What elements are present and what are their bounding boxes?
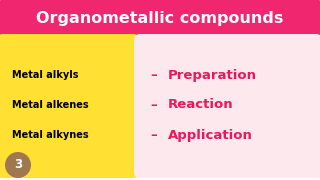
Text: Application: Application: [168, 129, 253, 141]
FancyBboxPatch shape: [134, 34, 320, 178]
Text: Metal alkenes: Metal alkenes: [12, 100, 89, 110]
Text: –: –: [150, 129, 157, 141]
Text: –: –: [150, 98, 157, 111]
Circle shape: [5, 152, 31, 178]
Text: –: –: [150, 69, 157, 82]
FancyBboxPatch shape: [0, 0, 320, 37]
Text: Organometallic compounds: Organometallic compounds: [36, 10, 284, 26]
Text: Metal alkyls: Metal alkyls: [12, 70, 78, 80]
Text: 3: 3: [14, 159, 22, 172]
Text: Preparation: Preparation: [168, 69, 257, 82]
Text: Metal alkynes: Metal alkynes: [12, 130, 89, 140]
FancyBboxPatch shape: [0, 34, 139, 178]
Text: Reaction: Reaction: [168, 98, 234, 111]
